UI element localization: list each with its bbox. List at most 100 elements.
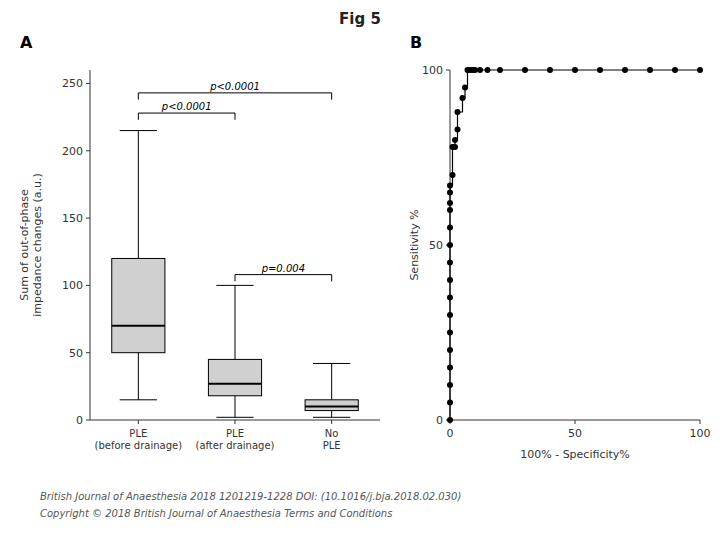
point	[447, 400, 453, 406]
point	[447, 190, 453, 196]
x-tick	[331, 420, 332, 424]
point	[497, 67, 503, 73]
y-tick-label: 50	[69, 347, 83, 360]
significance-bar	[138, 93, 331, 100]
x-tick	[575, 420, 576, 424]
point	[522, 67, 528, 73]
x-tick-label: PLE(after drainage)	[196, 428, 275, 451]
whisker-cap	[120, 399, 157, 400]
point	[447, 200, 453, 206]
point	[447, 312, 453, 318]
whisker	[138, 131, 139, 259]
point	[447, 277, 453, 283]
point	[447, 242, 453, 248]
y-tick	[446, 70, 450, 71]
median	[208, 383, 261, 385]
significance-bars: p<0.0001 p<0.0001 p=0.004	[138, 81, 331, 281]
point	[460, 95, 466, 101]
y-tick-label: 200	[62, 145, 83, 158]
footer: British Journal of Anaesthesia 2018 1201…	[40, 491, 461, 502]
significance-bar	[138, 113, 235, 120]
point	[447, 347, 453, 353]
text-line: PLE	[129, 428, 147, 439]
figure-title: Fig 5	[339, 10, 381, 28]
median	[112, 325, 165, 327]
y-axis-label: Sum of out-of-phaseimpedance changes (a.…	[18, 173, 44, 317]
x-tick	[235, 420, 236, 424]
panel-label: A	[20, 33, 33, 52]
point	[697, 67, 703, 73]
significance-label: p=0.004	[261, 263, 305, 274]
point	[447, 207, 453, 213]
roc-curve	[447, 67, 703, 423]
significance-label: p<0.0001	[161, 101, 212, 112]
whisker-cap	[313, 363, 350, 364]
panel-a: 050100150200250PLE(before drainage)PLE(a…	[18, 33, 380, 451]
point	[447, 365, 453, 371]
point	[455, 109, 461, 115]
point	[447, 260, 453, 266]
text-line: impedance changes (a.u.)	[31, 173, 44, 317]
step-line	[450, 70, 700, 420]
point	[547, 67, 553, 73]
text-line: PLE	[323, 440, 341, 451]
x-tick-label: 50	[568, 427, 582, 440]
whisker	[331, 363, 332, 399]
whisker	[235, 285, 236, 359]
x-tick-label: 100	[690, 427, 711, 440]
point	[447, 382, 453, 388]
whisker	[138, 353, 139, 400]
point	[455, 127, 461, 133]
y-tick-label: 50	[429, 239, 443, 252]
point	[462, 85, 468, 91]
y-tick-label: 0	[436, 414, 443, 427]
footer: Copyright © 2018 British Journal of Anae…	[40, 508, 392, 519]
median	[305, 406, 358, 408]
whisker-cap	[216, 417, 253, 418]
y-tick	[86, 285, 90, 286]
x-tick	[700, 420, 701, 424]
point	[447, 417, 453, 423]
y-tick	[86, 352, 90, 353]
y-tick	[86, 420, 90, 421]
point	[452, 144, 458, 150]
significance-bar	[235, 275, 332, 282]
whisker	[331, 411, 332, 418]
box	[305, 400, 358, 411]
whisker	[235, 396, 236, 418]
panel-b: 050100050100100% - Specificity%Sensitivi…	[408, 33, 711, 461]
point	[447, 225, 453, 231]
y-tick-label: 100	[62, 279, 83, 292]
boxes	[112, 131, 359, 418]
text-line: PLE	[226, 428, 244, 439]
point	[447, 183, 453, 189]
y-tick-label: 0	[76, 414, 83, 427]
x-tick-label: 0	[447, 427, 454, 440]
text-line: (before drainage)	[95, 440, 183, 451]
point	[447, 330, 453, 336]
text-line: No	[325, 428, 339, 439]
point	[450, 172, 456, 178]
panel-label: B	[410, 33, 422, 52]
whisker-cap	[313, 417, 350, 418]
point	[477, 67, 483, 73]
x-axis-label: 100% - Specificity%	[520, 448, 630, 461]
point	[672, 67, 678, 73]
point	[485, 67, 491, 73]
text-line: Sum of out-of-phase	[18, 189, 31, 301]
x-tick	[138, 420, 139, 424]
significance-label: p<0.0001	[209, 81, 260, 92]
y-tick-label: 150	[62, 212, 83, 225]
point	[572, 67, 578, 73]
y-tick-label: 250	[62, 77, 83, 90]
point	[447, 295, 453, 301]
box	[208, 359, 261, 395]
box	[112, 258, 165, 352]
y-tick	[86, 218, 90, 219]
text-line: (after drainage)	[196, 440, 275, 451]
y-tick	[86, 83, 90, 84]
point	[452, 137, 458, 143]
figure: Fig 5050100150200250PLE(before drainage)…	[0, 0, 720, 540]
point	[622, 67, 628, 73]
x-tick-label: NoPLE	[323, 428, 341, 451]
